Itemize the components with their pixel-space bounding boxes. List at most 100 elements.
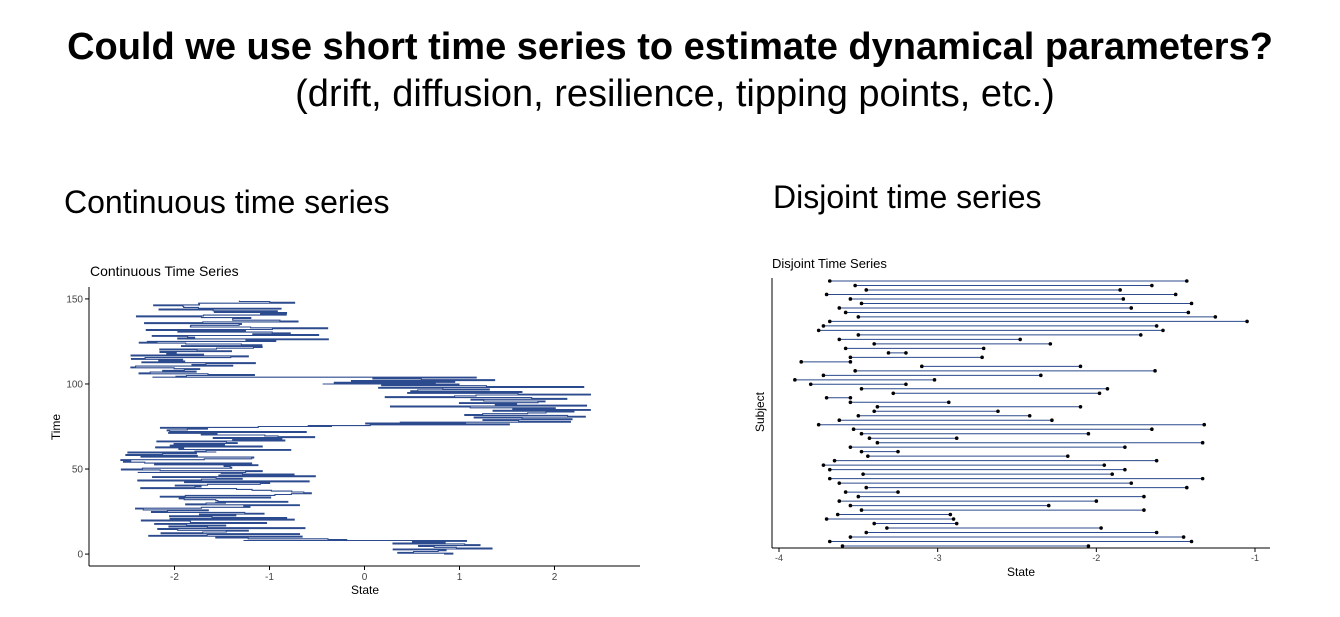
disjoint-subject-end-point bbox=[1202, 422, 1207, 427]
disjoint-subject-end-point bbox=[1078, 404, 1083, 409]
disjoint-subject-end-point bbox=[1018, 337, 1022, 342]
disjoint-subject-end-point bbox=[1039, 373, 1043, 378]
slide-title: Could we use short time series to estima… bbox=[67, 26, 1273, 68]
continuous-y-tick-label: 0 bbox=[77, 550, 83, 561]
disjoint-subject-end-point bbox=[1200, 476, 1205, 481]
disjoint-subject-start-point bbox=[832, 458, 837, 463]
disjoint-subject-start-point bbox=[851, 427, 856, 432]
disjoint-subject-end-point bbox=[1154, 458, 1159, 463]
disjoint-subject-start-point bbox=[848, 297, 853, 301]
disjoint-subject-end-point bbox=[1186, 310, 1191, 315]
disjoint-subject-start-point bbox=[856, 494, 861, 499]
disjoint-subject-start-point bbox=[856, 413, 861, 418]
disjoint-x-tick-label: -3 bbox=[934, 553, 942, 563]
continuous-y-tick-label: 100 bbox=[66, 379, 83, 390]
right-section-heading: Disjoint time series bbox=[773, 179, 1042, 215]
disjoint-subject-end-point bbox=[1048, 342, 1053, 346]
disjoint-subject-start-point bbox=[864, 530, 869, 535]
disjoint-subject-end-point bbox=[1078, 364, 1083, 369]
disjoint-x-tick-label: -2 bbox=[1092, 553, 1100, 563]
disjoint-subject-end-point bbox=[1123, 467, 1127, 472]
disjoint-subject-end-point bbox=[1161, 328, 1165, 333]
disjoint-subject-end-point bbox=[1105, 386, 1110, 391]
continuous-x-tick-label: -2 bbox=[170, 572, 179, 583]
continuous-x-tick-label: 0 bbox=[362, 572, 368, 583]
disjoint-subject-start-point bbox=[821, 324, 826, 328]
disjoint-subject-end-point bbox=[954, 436, 959, 441]
disjoint-subject-start-point bbox=[872, 521, 876, 526]
disjoint-subject-start-point bbox=[875, 404, 880, 409]
disjoint-subject-start-point bbox=[864, 288, 869, 292]
disjoint-subject-start-point bbox=[886, 351, 891, 355]
disjoint-subject-end-point bbox=[904, 382, 908, 387]
disjoint-subject-end-point bbox=[1129, 306, 1134, 310]
disjoint-subject-end-point bbox=[1118, 288, 1122, 292]
disjoint-subject-start-point bbox=[824, 517, 829, 521]
disjoint-subject-end-point bbox=[1189, 539, 1194, 544]
disjoint-subject-end-point bbox=[1097, 391, 1102, 396]
disjoint-subject-start-point bbox=[843, 346, 848, 351]
disjoint-subject-start-point bbox=[875, 440, 880, 445]
continuous-chart: Continuous Time Series -2 -1 0 1 2050100150 … bbox=[49, 263, 640, 597]
disjoint-subject-end-point bbox=[1086, 544, 1091, 548]
continuous-x-tick-label: 1 bbox=[457, 572, 463, 583]
disjoint-subject-start-point bbox=[799, 360, 804, 364]
disjoint-subject-start-point bbox=[840, 544, 845, 548]
disjoint-subject-start-point bbox=[827, 467, 832, 472]
disjoint-y-label: Subject bbox=[753, 391, 767, 432]
disjoint-subject-start-point bbox=[853, 369, 857, 373]
disjoint-subject-start-point bbox=[824, 292, 829, 297]
continuous-series-line bbox=[120, 300, 591, 555]
disjoint-subject-end-point bbox=[951, 517, 956, 521]
disjoint-subject-end-point bbox=[1154, 530, 1159, 535]
disjoint-subject-end-point bbox=[1154, 324, 1159, 328]
disjoint-subject-start-point bbox=[848, 400, 853, 405]
disjoint-subject-end-point bbox=[1046, 503, 1051, 508]
disjoint-subject-start-point bbox=[837, 499, 842, 503]
disjoint-subject-start-point bbox=[848, 503, 853, 508]
disjoint-subject-end-point bbox=[980, 355, 984, 360]
disjoint-x-tick-label: -1 bbox=[1251, 553, 1259, 563]
disjoint-subject-start-point bbox=[866, 454, 870, 458]
disjoint-subject-start-point bbox=[859, 431, 864, 436]
disjoint-subject-start-point bbox=[827, 476, 832, 481]
disjoint-subject-start-point bbox=[864, 485, 869, 490]
disjoint-subject-start-point bbox=[808, 382, 813, 387]
continuous-y-label: Time bbox=[49, 414, 63, 441]
disjoint-subject-end-point bbox=[1123, 445, 1127, 449]
disjoint-x-label: State bbox=[1007, 565, 1035, 579]
disjoint-subject-end-point bbox=[848, 360, 853, 364]
disjoint-subject-end-point bbox=[1102, 463, 1107, 467]
disjoint-subject-start-point bbox=[793, 378, 797, 382]
disjoint-subject-end-point bbox=[1110, 472, 1114, 476]
disjoint-chart: Disjoint Time Series -4 -3 -2 -1 State Subj… bbox=[753, 256, 1270, 579]
disjoint-subject-start-point bbox=[859, 301, 864, 306]
disjoint-subject-end-point bbox=[1065, 454, 1070, 458]
disjoint-series bbox=[793, 279, 1249, 548]
disjoint-subject-end-point bbox=[932, 378, 937, 382]
disjoint-subject-start-point bbox=[859, 508, 864, 512]
disjoint-subject-start-point bbox=[859, 386, 864, 391]
disjoint-subject-start-point bbox=[843, 490, 848, 494]
disjoint-subject-start-point bbox=[872, 409, 876, 414]
slide-subtitle: (drift, diffusion, resilience, tipping p… bbox=[295, 73, 1055, 115]
disjoint-subject-end-point bbox=[1099, 526, 1103, 530]
disjoint-subject-end-point bbox=[1245, 319, 1249, 324]
disjoint-subject-start-point bbox=[835, 512, 840, 517]
disjoint-subject-end-point bbox=[1121, 297, 1126, 301]
disjoint-subject-start-point bbox=[856, 315, 861, 319]
disjoint-subject-end-point bbox=[981, 346, 986, 351]
disjoint-subject-end-point bbox=[1184, 279, 1189, 283]
disjoint-subject-start-point bbox=[837, 306, 842, 310]
disjoint-subject-end-point bbox=[1142, 494, 1146, 499]
disjoint-subject-start-point bbox=[856, 333, 861, 337]
disjoint-subject-start-point bbox=[827, 319, 832, 324]
disjoint-subject-end-point bbox=[904, 351, 908, 355]
disjoint-subject-start-point bbox=[843, 310, 848, 315]
disjoint-subject-end-point bbox=[1173, 292, 1178, 297]
disjoint-subject-end-point bbox=[954, 521, 959, 526]
disjoint-subject-start-point bbox=[837, 337, 842, 342]
disjoint-subject-end-point bbox=[1184, 485, 1189, 490]
disjoint-subject-end-point bbox=[848, 395, 853, 400]
